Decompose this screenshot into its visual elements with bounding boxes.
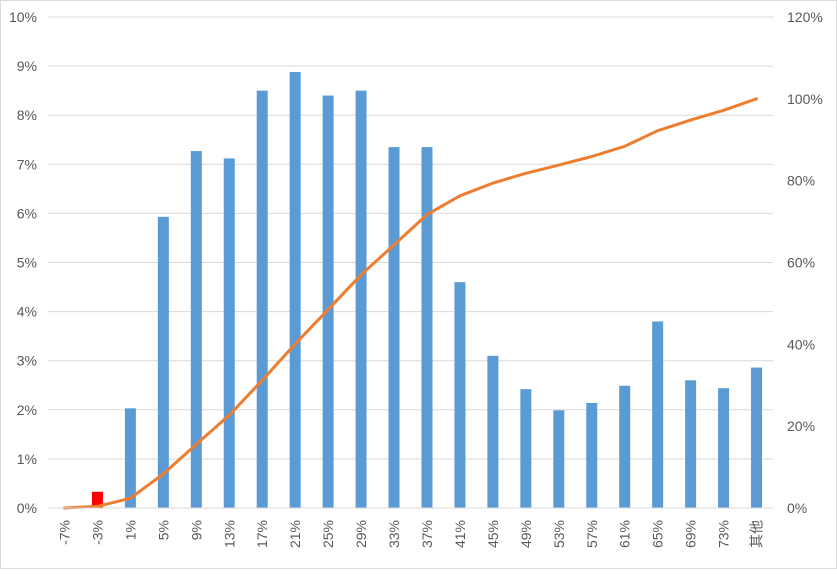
left-y-tick-label: 10% (9, 9, 37, 25)
bar (322, 95, 334, 508)
bar (421, 147, 433, 509)
right-y-tick-label: 40% (787, 336, 815, 352)
bar (256, 90, 268, 509)
x-tick-label: 5% (155, 520, 171, 540)
x-tick-label: 49% (518, 520, 534, 548)
right-y-tick-label: 100% (787, 91, 823, 107)
right-y-tick-label: 20% (787, 418, 815, 434)
x-axis: -7% -3% 1% 5% 9% 13% 17% 21% 25% 29% 33% 37% 41% 45% 4… (48, 507, 773, 548)
bar (91, 491, 103, 508)
x-tick-label: 17% (254, 520, 270, 548)
cumulative-line (63, 97, 758, 510)
bar (652, 321, 664, 508)
left-y-axis: 0% 1% 2% 3% 4% 5% 6% 7% 8% 9% 10% (9, 9, 37, 516)
left-y-tick-label: 2% (17, 402, 37, 418)
bar (289, 71, 301, 508)
x-tick-label: 33% (386, 520, 402, 548)
x-tick-label: 1% (122, 520, 138, 540)
left-y-tick-label: 7% (17, 156, 37, 172)
x-tick-label: 其他 (749, 520, 765, 548)
bar (454, 282, 466, 508)
x-tick-label: 29% (353, 520, 369, 548)
x-tick-label: -7% (56, 520, 72, 545)
bar (751, 367, 763, 508)
x-tick-label: 65% (650, 520, 666, 548)
x-tick-label: 69% (683, 520, 699, 548)
bar (355, 90, 367, 509)
x-tick-label: 37% (419, 520, 435, 548)
bar (487, 355, 499, 508)
x-tick-label: 25% (320, 520, 336, 548)
left-y-tick-label: 5% (17, 255, 37, 271)
right-y-tick-label: 0% (787, 500, 807, 516)
bar (586, 402, 598, 508)
x-tick-label: 57% (584, 520, 600, 548)
right-y-tick-label: 80% (787, 173, 815, 189)
x-tick-label: 73% (716, 520, 732, 548)
bar (190, 151, 202, 508)
right-y-tick-label: 60% (787, 255, 815, 271)
left-y-tick-label: 6% (17, 205, 37, 221)
right-y-axis: 0% 20% 40% 60% 80% 100% 120% (787, 9, 823, 516)
line-series (63, 97, 758, 510)
bar (685, 380, 697, 508)
x-tick-label: 13% (221, 520, 237, 548)
bar (553, 410, 565, 508)
x-tick-label: 9% (188, 520, 204, 540)
bar (619, 385, 631, 508)
bar (124, 408, 136, 508)
left-y-tick-label: 3% (17, 353, 37, 369)
x-tick-label: 45% (485, 520, 501, 548)
bar-series (91, 71, 763, 509)
x-tick-label: -3% (89, 520, 105, 545)
x-tick-label: 53% (551, 520, 567, 548)
bar (520, 389, 532, 508)
left-y-tick-label: 9% (17, 58, 37, 74)
x-tick-label: 21% (287, 520, 303, 548)
left-y-tick-label: 0% (17, 500, 37, 516)
bar (157, 216, 169, 508)
x-tick-label: 61% (617, 520, 633, 548)
x-tick-label: 41% (452, 520, 468, 548)
left-y-tick-label: 8% (17, 107, 37, 123)
right-y-tick-label: 120% (787, 9, 823, 25)
bar (223, 158, 235, 508)
left-y-tick-label: 1% (17, 451, 37, 467)
bar (388, 147, 400, 509)
bar (718, 388, 730, 508)
left-y-tick-label: 4% (17, 304, 37, 320)
